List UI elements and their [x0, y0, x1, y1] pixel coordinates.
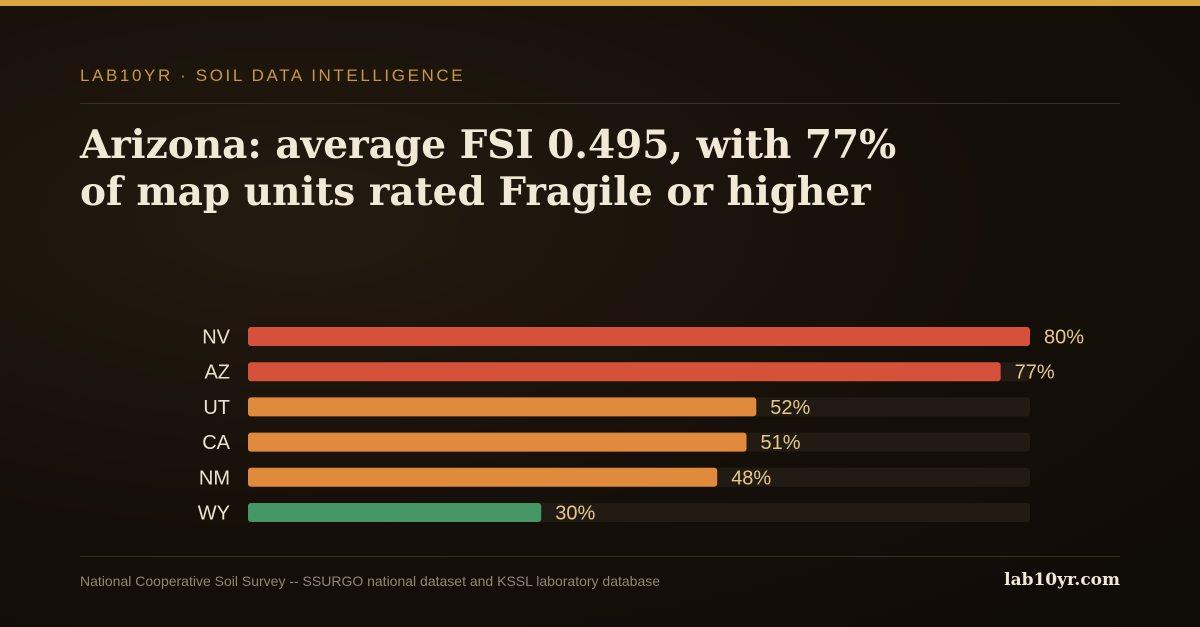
category-label-ca: CA — [202, 432, 230, 454]
headline: Arizona: average FSI 0.495, with 77% of … — [80, 122, 897, 215]
eyebrow-label: LAB10YR · SOIL DATA INTELLIGENCE — [80, 66, 466, 85]
value-label-az: 77% — [1015, 362, 1055, 384]
bar-az — [248, 362, 1001, 382]
category-label-wy: WY — [198, 503, 230, 525]
value-label-ca: 51% — [761, 432, 801, 454]
header-divider — [80, 103, 1120, 104]
value-label-ut: 52% — [770, 397, 810, 419]
category-label-nv: NV — [202, 327, 230, 349]
top-accent-bar — [0, 0, 1200, 6]
category-label-nm: NM — [199, 467, 230, 489]
bar-ca — [248, 432, 747, 452]
value-label-nm: 48% — [731, 467, 771, 489]
footer-divider — [80, 556, 1120, 557]
bar-ut — [248, 397, 757, 417]
category-label-ut: UT — [203, 397, 230, 419]
value-label-nv: 80% — [1044, 327, 1084, 349]
brand-link[interactable]: lab10yr.com — [1004, 570, 1120, 590]
bar-nm — [248, 467, 718, 487]
source-note: National Cooperative Soil Survey -- SSUR… — [80, 573, 661, 589]
value-label-wy: 30% — [555, 503, 595, 525]
bar-wy — [248, 503, 542, 522]
bar-nv — [248, 327, 1030, 346]
category-label-az: AZ — [204, 362, 230, 384]
